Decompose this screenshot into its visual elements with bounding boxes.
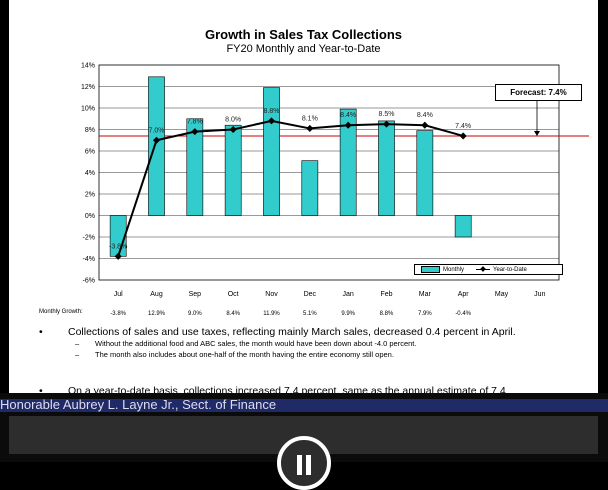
ytd-point [267, 117, 276, 125]
bullet-mark: • [39, 385, 43, 395]
ytd-data-label: 7.0% [149, 127, 165, 134]
ytd-point [344, 121, 352, 129]
monthly-growth-value: 8.4% [226, 311, 240, 317]
x-tick-label: Mar [419, 291, 432, 298]
monthly-growth-value: -0.4% [455, 311, 471, 317]
bullet-mark: • [39, 326, 43, 338]
y-tick-label: -4% [83, 256, 95, 263]
ytd-data-label: 7.4% [455, 123, 471, 130]
forecast-arrowhead [534, 130, 540, 136]
monthly-growth-value: 9.9% [341, 311, 355, 317]
pause-button[interactable] [277, 436, 331, 490]
monthly-growth-value: 12.9% [148, 311, 166, 317]
monthly-growth-value: 5.1% [303, 311, 317, 317]
ytd-point [382, 120, 391, 128]
legend-monthly-label: Monthly [443, 266, 465, 273]
x-tick-label: Apr [458, 291, 470, 298]
ytd-line [117, 119, 464, 257]
bullet-item-cut: • On a year-to-date basis, collections i… [39, 385, 598, 395]
ytd-point [459, 132, 467, 140]
chart-subtitle: FY20 Monthly and Year-to-Date [226, 43, 381, 55]
y-tick-label: 6% [85, 149, 95, 156]
y-tick-label: 4% [85, 170, 95, 177]
bullet-item: • Collections of sales and use taxes, re… [39, 326, 579, 338]
chart-title: Growth in Sales Tax Collections [205, 27, 402, 42]
bullet-text: Collections of sales and use taxes, refl… [68, 326, 516, 338]
x-tick-label: Nov [265, 291, 278, 298]
ytd-data-label: 8.4% [340, 112, 356, 119]
ytd-point [114, 252, 122, 260]
sub-bullet-text: Without the additional food and ABC sale… [95, 339, 417, 348]
ytd-point [191, 128, 199, 136]
ytd-point [229, 125, 237, 134]
ytd-data-label: 8.0% [225, 117, 241, 124]
forecast-box: Forecast: 7.4% [495, 84, 582, 101]
x-tick-label: Oct [228, 291, 239, 298]
x-tick-label: Jun [534, 291, 545, 298]
pause-icon [297, 455, 311, 475]
y-tick-label: 14% [81, 63, 95, 70]
x-tick-label: Feb [380, 291, 392, 298]
chart-legend: Monthly Year-to-Date [414, 264, 563, 275]
monthly-bar [416, 130, 434, 216]
ytd-data-label: 8.1% [302, 115, 318, 122]
monthly-bar [301, 160, 319, 216]
ytd-data-label: 8.4% [417, 112, 433, 119]
ytd-point [306, 124, 314, 132]
monthly-growth-label: Monthly Growth: [39, 309, 83, 315]
dash-mark: – [75, 350, 80, 359]
x-tick-label: Sep [189, 291, 202, 298]
sub-bullet-text: The month also includes about one-half o… [95, 350, 394, 359]
ytd-data-label: 8.8% [264, 108, 280, 115]
y-tick-label: 10% [81, 106, 95, 113]
dash-mark: – [75, 339, 80, 348]
bullet-list: • Collections of sales and use taxes, re… [39, 326, 579, 360]
ytd-data-label: 8.5% [379, 111, 395, 118]
y-tick-label: -6% [83, 278, 95, 285]
caption-strip: Honorable Aubrey L. Layne Jr., Sect. of … [0, 399, 608, 412]
y-tick-label: 2% [85, 192, 95, 199]
x-tick-label: Jul [114, 291, 123, 298]
monthly-bar [378, 120, 395, 216]
y-tick-label: 8% [85, 127, 95, 134]
ytd-data-label: -3.8% [109, 243, 127, 250]
monthly-growth-value: 7.9% [418, 311, 432, 317]
y-tick-label: 12% [81, 84, 95, 91]
monthly-bar [224, 124, 242, 216]
legend-line-swatch [476, 268, 491, 271]
monthly-bar [148, 76, 165, 216]
bullet-text: On a year-to-date basis, collections inc… [68, 385, 506, 395]
ytd-point [152, 136, 161, 144]
legend-bar-swatch [421, 266, 440, 273]
monthly-growth-value: 11.9% [263, 311, 280, 317]
monthly-bar [454, 215, 472, 238]
x-tick-label: Dec [304, 291, 317, 298]
y-tick-label: -2% [83, 235, 95, 242]
x-tick-label: Aug [150, 291, 163, 298]
x-tick-label: Jan [343, 291, 354, 298]
monthly-growth-value: 9.0% [188, 311, 202, 317]
monthly-bar [263, 87, 280, 216]
caption-text: Honorable Aubrey L. Layne Jr., Sect. of … [0, 399, 277, 412]
monthly-bar [339, 108, 357, 216]
legend-ytd-label: Year-to-Date [493, 266, 527, 273]
monthly-growth-value: -3.8% [110, 311, 126, 317]
x-tick-label: May [495, 291, 509, 298]
monthly-growth-value: 8.8% [380, 311, 394, 317]
chart-plot: 14% 12% 10% 8% 6% 4% 2% 0% -2% -4% -6% -3.8% 7.0% 7.8… [81, 63, 589, 317]
sub-bullet-item: – Without the additional food and ABC sa… [39, 338, 579, 349]
slide: Growth in Sales Tax Collections FY20 Mon… [9, 0, 598, 400]
ytd-point [421, 121, 429, 129]
ytd-data-label: 7.8% [187, 119, 203, 126]
monthly-bar [186, 118, 204, 216]
sub-bullet-item: – The month also includes about one-half… [39, 349, 579, 360]
y-tick-label: 0% [85, 213, 95, 220]
